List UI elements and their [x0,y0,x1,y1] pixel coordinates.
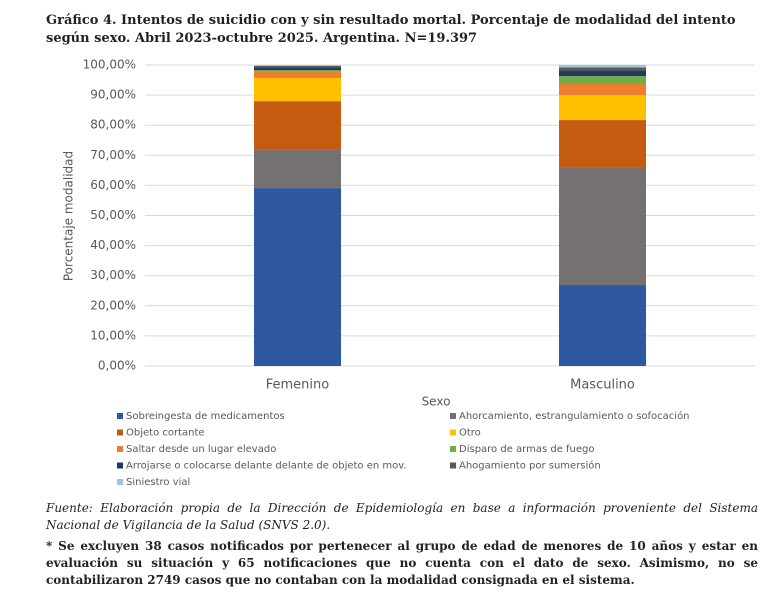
bar-segment [559,67,646,72]
bar-segment [254,101,341,150]
y-tick-label: 40,00% [90,238,136,252]
y-tick-label: 70,00% [90,148,136,162]
legend-label: Arrojarse o colocarse delante delante de… [126,461,407,472]
bar-segment [559,65,646,68]
bar-segment [254,70,341,72]
bar-segment [254,65,341,68]
legend-swatch [450,429,456,436]
legend-label: Disparo de armas de fuego [459,444,595,455]
bar-segment [254,77,341,102]
legend-label: Ahorcamiento, estrangulamiento o sofocac… [459,410,690,422]
bar-segment [254,67,341,71]
y-tick-label: 60,00% [90,178,136,192]
legend-label: Ahogamiento por sumersión [459,460,601,472]
x-axis-label: Sexo [422,395,451,409]
legend-label: Sobreingesta de medicamentos [126,411,285,422]
legend-swatch [117,429,123,436]
source-note: Fuente: Elaboración propia de la Direcci… [46,501,758,532]
legend-label: Siniestro vial [126,477,190,488]
legend-swatch [450,446,456,452]
y-tick-label: 80,00% [90,118,136,132]
bar-segment [559,76,646,84]
y-tick-label: 30,00% [90,268,136,282]
legend-swatch [117,479,123,485]
y-tick-label: 20,00% [90,298,136,312]
legend-swatch [450,413,456,419]
legend-swatch [117,446,123,452]
bar-segment [559,95,646,121]
y-tick-label: 100,00% [83,58,136,72]
bar-segment [254,65,341,66]
bar-segment [559,83,646,96]
legend-label: Objeto cortante [126,428,205,439]
y-axis-label: Porcentaje modalidad [62,151,76,281]
legend-label: Otro [459,428,481,439]
y-tick-label: 50,00% [90,208,136,222]
y-tick-label: 90,00% [90,88,136,102]
x-tick-label: Masculino [570,378,635,393]
chart-title: Gráfico 4. Intentos de suicidio con y si… [46,13,736,46]
bar-segment [559,71,646,77]
legend-swatch [117,413,123,419]
legend-swatch [450,462,456,469]
y-tick-label: 0,00% [98,359,136,373]
bar-segment [559,120,646,168]
legend-swatch [117,462,123,469]
bar-segment [254,71,341,78]
y-tick-label: 10,00% [90,328,136,342]
x-tick-label: Femenino [266,378,330,393]
footnote: * Se excluyen 38 casos notificados por p… [46,539,758,587]
bar-segment [559,285,646,366]
bar-segment [254,149,341,189]
bar-segment [254,188,341,366]
bar-segment [559,167,646,286]
legend-label: Saltar desde un lugar elevado [126,444,276,455]
